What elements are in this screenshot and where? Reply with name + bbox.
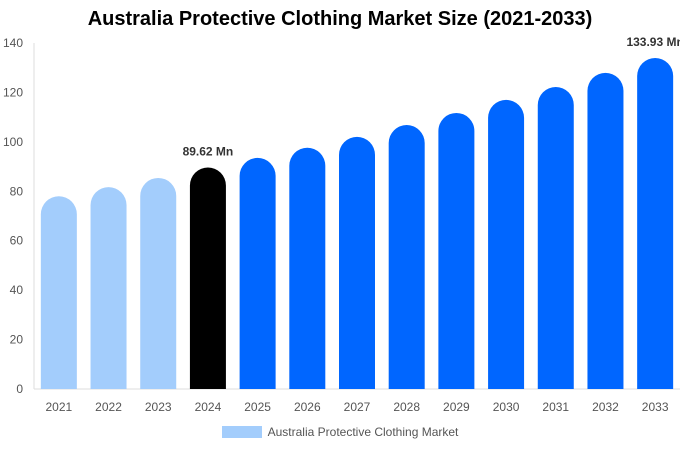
x-tick-label: 2022 bbox=[95, 400, 122, 414]
bar bbox=[438, 112, 475, 390]
x-tick-label: 2028 bbox=[393, 400, 420, 414]
bar bbox=[537, 86, 574, 389]
x-tick-label: 2032 bbox=[592, 400, 619, 414]
bar bbox=[189, 167, 226, 389]
bar bbox=[140, 177, 177, 389]
bar bbox=[587, 72, 624, 389]
bar bbox=[388, 125, 425, 389]
legend-swatch bbox=[221, 426, 262, 438]
y-tick-label: 60 bbox=[10, 234, 24, 248]
x-tick-label: 2027 bbox=[344, 400, 371, 414]
chart-title: Australia Protective Clothing Market Siz… bbox=[87, 8, 593, 30]
x-tick-label: 2024 bbox=[195, 400, 222, 414]
y-tick-label: 120 bbox=[3, 85, 23, 99]
bar bbox=[40, 196, 77, 389]
bar bbox=[90, 187, 127, 389]
x-tick-label: 2030 bbox=[493, 400, 520, 414]
legend-label: Australia Protective Clothing Market bbox=[267, 425, 459, 439]
x-tick-label: 2021 bbox=[45, 400, 72, 414]
x-tick-label: 2029 bbox=[443, 400, 470, 414]
y-tick-label: 20 bbox=[10, 333, 24, 347]
y-tick-label: 0 bbox=[16, 382, 23, 396]
y-tick-label: 40 bbox=[10, 283, 24, 297]
x-tick-label: 2033 bbox=[642, 400, 669, 414]
data-label: 89.62 Mn bbox=[183, 145, 234, 159]
y-tick-label: 80 bbox=[10, 184, 24, 198]
x-tick-label: 2031 bbox=[542, 400, 569, 414]
x-tick-label: 2023 bbox=[145, 400, 172, 414]
bar bbox=[239, 157, 276, 389]
bar bbox=[289, 147, 326, 389]
x-tick-label: 2025 bbox=[244, 400, 271, 414]
legend: Australia Protective Clothing Market bbox=[0, 425, 680, 439]
bar bbox=[488, 99, 525, 390]
data-label: 133.93 Mn bbox=[626, 35, 680, 49]
bar bbox=[339, 136, 375, 389]
y-tick-label: 100 bbox=[3, 135, 23, 149]
y-tick-label: 140 bbox=[3, 36, 23, 50]
x-tick-label: 2026 bbox=[294, 400, 321, 414]
bar bbox=[637, 58, 674, 389]
